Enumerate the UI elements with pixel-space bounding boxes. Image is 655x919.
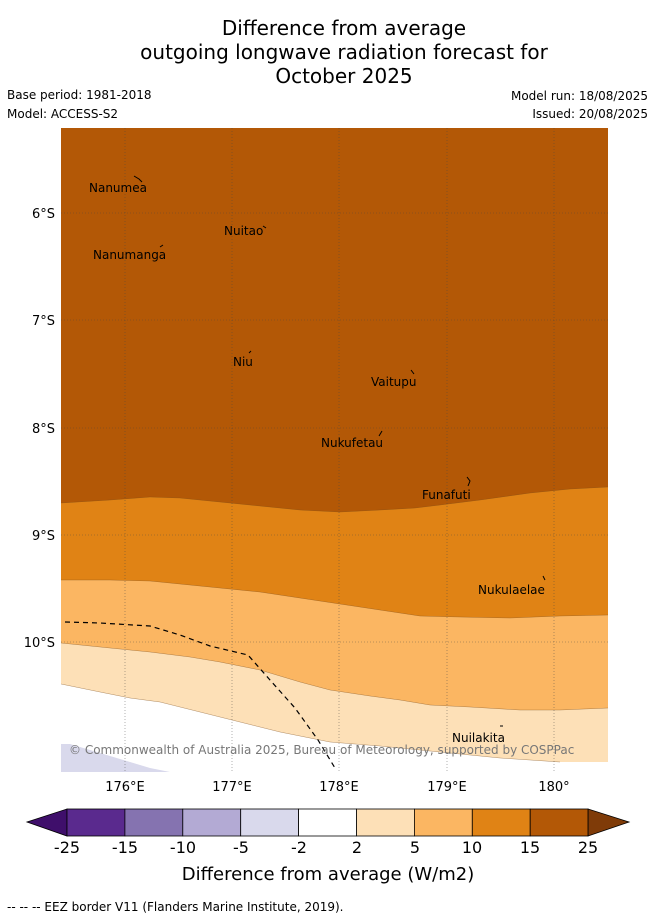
- place-label-vaitupu: Vaitupu: [371, 375, 417, 389]
- colorbar-tick-label: 2: [352, 838, 362, 857]
- colorbar-arrow-high: [587, 808, 631, 837]
- band-minus5-minus2: [61, 744, 170, 772]
- lon-label: 178°E: [319, 780, 359, 795]
- colorbar-tick-label: -25: [54, 838, 80, 857]
- title-line-1: Difference from average: [221, 16, 467, 40]
- island-nuitao: [262, 225, 267, 229]
- base-period: Base period: 1981-2018: [7, 88, 152, 102]
- colorbar-arrow-low: [25, 808, 68, 837]
- lat-label: 9°S: [32, 529, 55, 544]
- issued-date: Issued: 20/08/2025: [532, 107, 648, 121]
- place-label-nukulaelae: Nukulaelae: [478, 583, 545, 597]
- colorbar-tick-label: 25: [578, 838, 598, 857]
- island-niu: [248, 350, 252, 354]
- colorbar-segment: [182, 808, 242, 837]
- map-title: Difference from average outgoing longwav…: [0, 16, 655, 88]
- lon-label: 179°E: [427, 780, 467, 795]
- colorbar-segment: [66, 808, 126, 837]
- island-nukufetau: [378, 430, 383, 437]
- lon-label: 176°E: [105, 780, 145, 795]
- colorbar-segment: [240, 808, 299, 837]
- copyright-note: © Commonwealth of Australia 2025, Bureau…: [69, 743, 574, 757]
- colorbar-tick-label: -5: [233, 838, 249, 857]
- colorbar-segment: [413, 808, 473, 837]
- islands: [133, 175, 546, 727]
- colorbar-segment: [356, 808, 415, 837]
- colorbar-segment: [529, 808, 589, 837]
- graticule: [61, 128, 608, 772]
- lat-label: 7°S: [32, 314, 55, 329]
- colorbar-label: Difference from average (W/m2): [182, 864, 474, 885]
- title-line-3: October 2025: [275, 64, 413, 88]
- map-area: Nanumea Nuitao Nanumanga Niu Vaitupu Nuk…: [61, 128, 608, 772]
- lat-labels: 6°S 7°S 8°S 9°S 10°S: [24, 207, 55, 651]
- island-nukulaelae: [542, 575, 546, 581]
- place-label-nuilakita: Nuilakita: [452, 731, 505, 745]
- place-label-nanumanga: Nanumanga: [93, 248, 166, 262]
- lat-label: 6°S: [32, 207, 55, 222]
- title-line-2: outgoing longwave radiation forecast for: [140, 40, 548, 64]
- colorbar-tick-label: 10: [462, 838, 482, 857]
- model-run: Model run: 18/08/2025: [510, 89, 648, 103]
- colorbar-tick-label: 5: [410, 838, 420, 857]
- colorbar-tick-label: -15: [112, 838, 138, 857]
- island-vaitupu: [410, 369, 415, 375]
- lat-label: 10°S: [24, 636, 55, 651]
- lon-label: 177°E: [212, 780, 252, 795]
- island-funafuti: [466, 476, 471, 487]
- lon-labels: 176°E 177°E 178°E 179°E 180°: [105, 780, 569, 795]
- colorbar-tick-label: -2: [291, 838, 307, 857]
- place-label-nuitao: Nuitao: [224, 224, 263, 238]
- island-nanumea: [133, 175, 143, 183]
- lon-label: 180°: [538, 780, 569, 795]
- place-label-niu: Niu: [233, 355, 253, 369]
- colorbar-tick-label: 15: [520, 838, 540, 857]
- colorbar: [25, 808, 631, 837]
- lat-label: 8°S: [32, 422, 55, 437]
- colorbar-segment: [124, 808, 184, 837]
- place-label-funafuti: Funafuti: [422, 488, 471, 502]
- colorbar-ticks: -25 -15 -10 -5 -2 2 5 10 15 25: [54, 838, 598, 857]
- model-name: Model: ACCESS-S2: [7, 107, 119, 121]
- eez-legend: -- -- -- EEZ border V11 (Flanders Marine…: [7, 900, 344, 914]
- colorbar-segment: [471, 808, 531, 837]
- colorbar-tick-label: -10: [170, 838, 196, 857]
- place-label-nukufetau: Nukufetau: [321, 436, 383, 450]
- colorbar-segment: [298, 808, 357, 837]
- island-nanumanga: [159, 244, 164, 248]
- place-label-nanumea: Nanumea: [89, 181, 147, 195]
